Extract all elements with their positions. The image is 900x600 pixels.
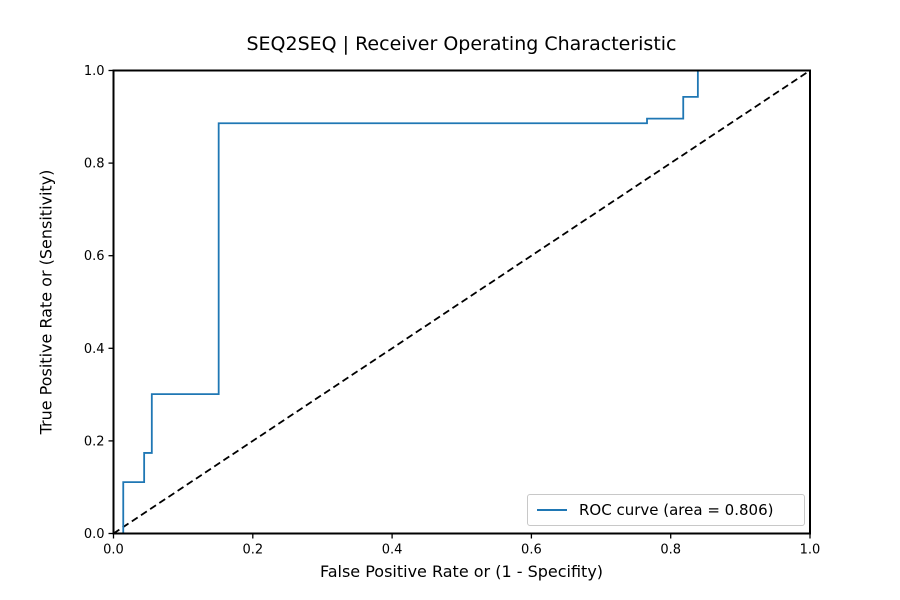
legend-label: ROC curve (area = 0.806) <box>579 501 774 519</box>
y-axis-label: True Positive Rate or (Sensitivity) <box>36 169 56 435</box>
roc-curve <box>113 69 810 535</box>
chart-title: SEQ2SEQ | Receiver Operating Characteris… <box>246 33 677 55</box>
x-tick-label: 0.8 <box>660 543 681 558</box>
x-tick-label: 1.0 <box>800 543 821 558</box>
y-tick-label: 1.0 <box>84 64 105 79</box>
x-tick-label: 0.0 <box>103 543 124 558</box>
x-tick-label: 0.2 <box>242 543 263 558</box>
plot-spines <box>112 69 811 535</box>
x-tick-label: 0.4 <box>382 543 403 558</box>
y-tick-label: 0.4 <box>84 342 105 357</box>
chance-diagonal-line <box>113 69 811 535</box>
y-tick-label: 0.8 <box>84 157 105 172</box>
x-axis-label: False Positive Rate or (1 - Specifity) <box>319 562 604 581</box>
x-tick-label: 0.6 <box>521 543 542 558</box>
legend: ROC curve (area = 0.806) <box>527 494 805 526</box>
y-tick-label: 0.0 <box>84 527 105 542</box>
y-tick-label: 0.2 <box>84 434 105 449</box>
roc-legend-line-icon <box>537 509 567 511</box>
y-tick-label: 0.6 <box>84 249 105 264</box>
